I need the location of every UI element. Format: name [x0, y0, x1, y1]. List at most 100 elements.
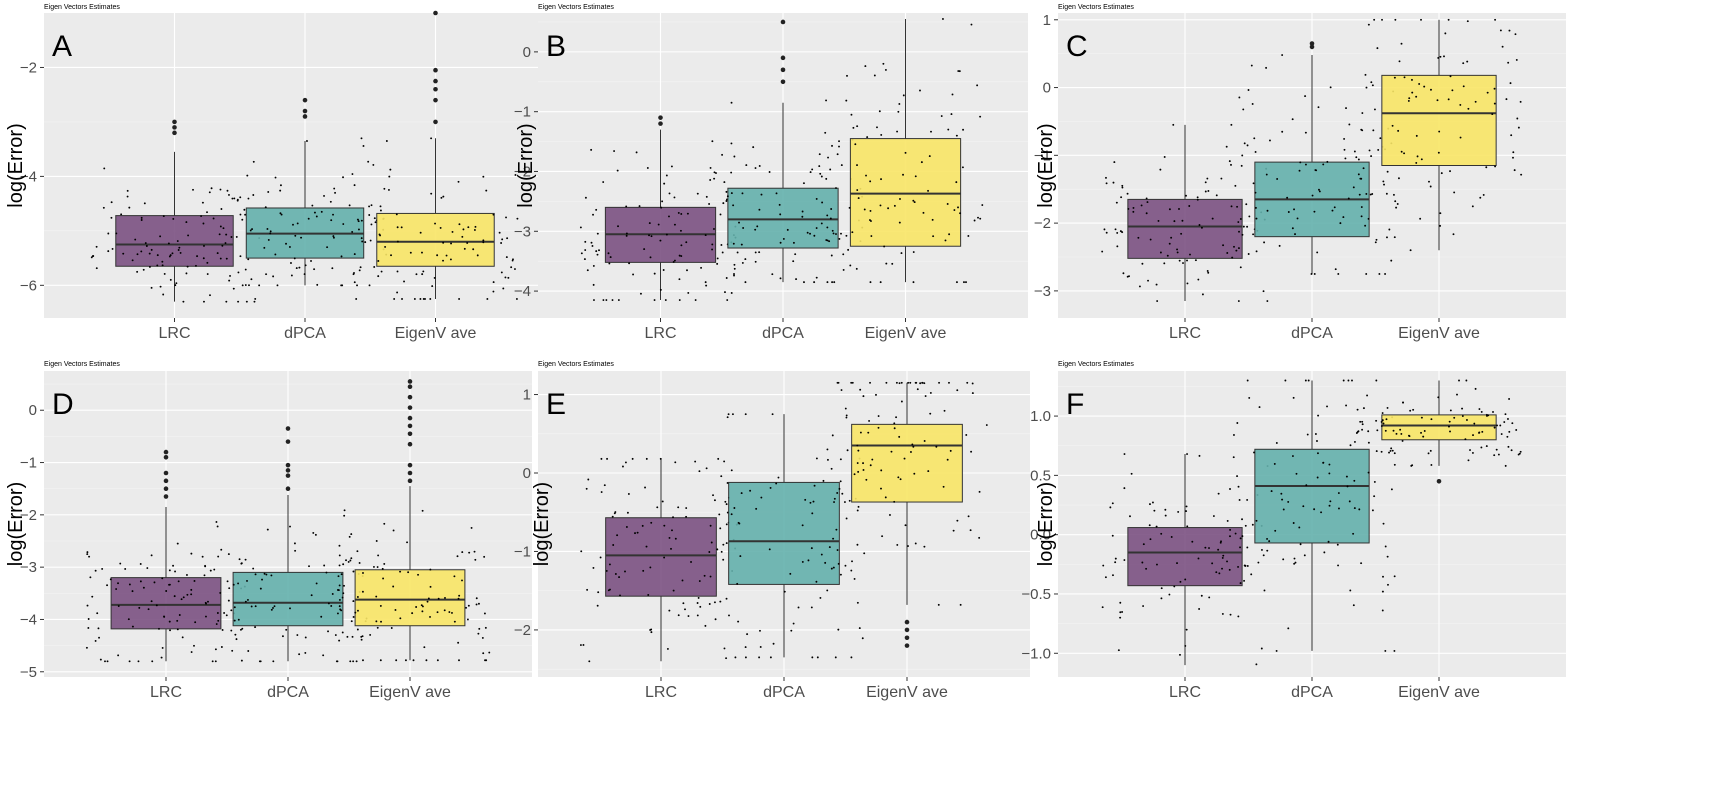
jitter-point: [612, 544, 615, 546]
jitter-point: [458, 297, 461, 300]
jitter-point: [1255, 663, 1258, 666]
jitter-point: [625, 525, 628, 528]
jitter-point: [678, 299, 681, 302]
jitter-point: [263, 246, 266, 249]
jitter-point: [467, 226, 470, 229]
jitter-point: [362, 145, 365, 147]
jitter-point: [1390, 488, 1393, 491]
jitter-point: [815, 197, 818, 200]
box-body: [849, 138, 962, 247]
x-tick-label: EigenV ave: [369, 684, 451, 701]
jitter-point: [437, 597, 440, 600]
jitter-point: [458, 594, 461, 597]
jitter-point: [616, 169, 619, 172]
jitter-point: [779, 241, 782, 244]
jitter-point: [1395, 432, 1398, 435]
jitter-point: [741, 192, 744, 195]
jitter-point: [857, 470, 860, 473]
jitter-point: [201, 201, 204, 204]
jitter-point: [923, 382, 926, 385]
jitter-point: [981, 204, 984, 206]
jitter-point: [1101, 606, 1104, 609]
jitter-point: [263, 572, 266, 575]
jitter-point: [1396, 203, 1399, 205]
jitter-point: [103, 167, 106, 170]
jitter-point: [1478, 431, 1480, 434]
panel-f: Eigen Vectors Estimates−1.0−0.50.00.51.0…: [1021, 361, 1566, 701]
jitter-point: [635, 151, 638, 154]
jitter-point: [364, 241, 367, 244]
jitter-point: [1515, 429, 1518, 431]
jitter-point: [86, 551, 89, 554]
jitter-point: [307, 217, 310, 220]
jitter-point: [385, 140, 388, 142]
jitter-point: [417, 573, 420, 576]
jitter-point: [1367, 430, 1370, 433]
jitter-point: [190, 588, 193, 591]
jitter-point: [1361, 129, 1364, 132]
jitter-point: [836, 549, 839, 551]
jitter-point: [111, 247, 114, 250]
jitter-point: [1496, 424, 1499, 427]
jitter-point: [1186, 259, 1188, 262]
jitter-point: [86, 553, 89, 556]
jitter-point: [334, 634, 337, 636]
jitter-point: [1316, 251, 1319, 254]
jitter-point: [486, 297, 489, 300]
jitter-point: [347, 560, 350, 563]
jitter-point: [1253, 137, 1256, 140]
jitter-point: [178, 246, 181, 249]
y-tick-label: −6: [20, 277, 37, 294]
jitter-point: [372, 565, 375, 568]
jitter-point: [698, 580, 701, 582]
jitter-point: [1492, 411, 1494, 413]
jitter-point: [903, 457, 906, 460]
panel-letter: A: [52, 30, 72, 63]
jitter-point: [1393, 452, 1396, 455]
jitter-point: [804, 498, 807, 501]
y-axis-label: log(Error): [1035, 123, 1057, 207]
y-tick-label: 0: [29, 402, 37, 419]
jitter-point: [227, 553, 230, 556]
jitter-point: [91, 595, 94, 598]
jitter-point: [421, 605, 424, 608]
jitter-point: [659, 457, 662, 460]
outlier-point: [302, 97, 308, 103]
jitter-point: [325, 571, 328, 574]
jitter-point: [338, 554, 341, 557]
jitter-point: [978, 536, 981, 539]
jitter-point: [1403, 152, 1406, 155]
jitter-point: [176, 628, 179, 631]
jitter-point: [829, 217, 832, 220]
jitter-point: [425, 659, 428, 662]
jitter-point: [102, 206, 105, 209]
jitter-point: [831, 144, 833, 147]
jitter-point: [665, 233, 668, 236]
jitter-point: [673, 196, 676, 199]
jitter-point: [889, 514, 891, 516]
jitter-point: [880, 133, 883, 136]
jitter-point: [336, 660, 339, 663]
jitter-point: [396, 240, 399, 243]
jitter-point: [1438, 130, 1441, 133]
outlier-point: [172, 125, 177, 130]
jitter-point: [1358, 193, 1361, 196]
jitter-point: [215, 623, 218, 625]
jitter-point: [848, 499, 851, 502]
jitter-point: [232, 583, 235, 586]
jitter-point: [600, 491, 603, 493]
jitter-point: [128, 206, 131, 209]
jitter-point: [338, 605, 341, 608]
jitter-point: [1281, 498, 1284, 501]
jitter-point: [891, 262, 894, 265]
jitter-point: [1392, 429, 1395, 432]
jitter-point: [853, 473, 856, 476]
jitter-point: [500, 271, 503, 274]
jitter-point: [1352, 532, 1355, 535]
jitter-point: [194, 621, 197, 624]
jitter-point: [304, 651, 307, 654]
jitter-point: [90, 256, 93, 259]
jitter-point: [859, 431, 862, 434]
jitter-point: [732, 204, 735, 207]
